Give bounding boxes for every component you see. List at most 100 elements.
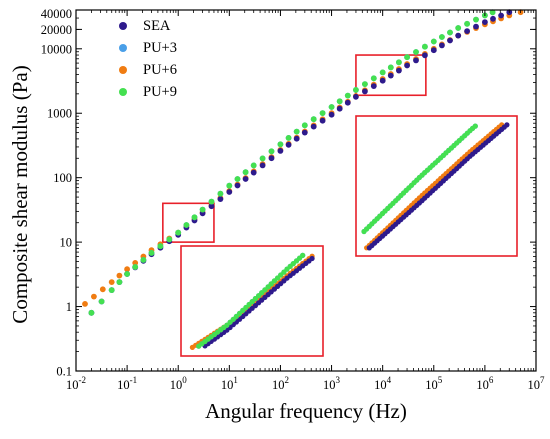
- inset-data-point: [300, 252, 306, 258]
- data-point: [464, 20, 470, 27]
- data-point: [98, 298, 105, 305]
- x-tick-base: 10: [117, 378, 130, 392]
- data-point: [353, 87, 359, 93]
- zoom-insets: [180, 115, 518, 357]
- data-point: [430, 47, 437, 54]
- x-tick-exponent: 0: [182, 375, 187, 385]
- data-point: [301, 122, 308, 129]
- x-tick-base: 10: [528, 378, 541, 392]
- zoom-region-markers: [162, 54, 427, 243]
- data-point: [319, 110, 326, 116]
- axes: 10-2 10-1 100 101 102 103 104 105 106 1070.111010…: [41, 7, 545, 392]
- zoom-inset-2: [355, 115, 518, 257]
- x-tick-base: 10: [170, 378, 183, 392]
- data-point: [208, 203, 215, 210]
- x-tick-label: 103: [323, 375, 341, 392]
- x-tick-exponent: 7: [540, 375, 545, 385]
- data-point: [259, 162, 266, 169]
- x-tick-base: 10: [374, 378, 387, 392]
- data-point: [285, 135, 292, 141]
- x-tick-exponent: 3: [336, 375, 341, 385]
- data-point: [439, 42, 445, 49]
- x-tick-exponent: -2: [79, 375, 87, 385]
- data-point: [482, 19, 488, 25]
- data-point: [310, 123, 317, 130]
- data-point: [404, 62, 410, 69]
- x-tick-exponent: 1: [233, 375, 238, 385]
- data-point: [362, 88, 368, 95]
- inset-data-point: [504, 122, 510, 128]
- data-point: [124, 271, 130, 277]
- data-point: [455, 32, 462, 39]
- data-point: [166, 236, 173, 243]
- legend-marker: [119, 88, 127, 96]
- data-point: [379, 69, 386, 76]
- data-point: [226, 182, 233, 189]
- data-point: [217, 196, 224, 203]
- data-point: [277, 141, 284, 148]
- data-point: [99, 286, 106, 293]
- data-point: [490, 15, 496, 22]
- data-point: [234, 182, 241, 189]
- data-point: [489, 9, 496, 16]
- x-tick-label: 100: [170, 375, 188, 392]
- data-point: [132, 264, 139, 270]
- data-point: [344, 92, 351, 99]
- y-tick-label: 100: [53, 171, 72, 185]
- data-point: [301, 129, 308, 136]
- data-point: [498, 12, 504, 19]
- data-point: [473, 16, 479, 23]
- x-axis-title: Angular frequency (Hz): [205, 399, 407, 423]
- data-point: [328, 104, 335, 110]
- data-point: [319, 117, 326, 124]
- data-point: [413, 57, 419, 64]
- data-point: [268, 148, 275, 155]
- data-point: [447, 37, 453, 44]
- x-tick-exponent: 5: [438, 375, 443, 385]
- data-point: [387, 72, 394, 79]
- data-point: [336, 105, 343, 112]
- x-tick-exponent: 6: [489, 375, 494, 385]
- data-point: [148, 250, 155, 256]
- data-point: [140, 257, 147, 263]
- data-point: [116, 279, 123, 285]
- data-point: [226, 189, 233, 195]
- data-point: [455, 25, 462, 31]
- data-point: [234, 176, 241, 182]
- data-point: [277, 148, 284, 154]
- data-point: [217, 190, 224, 197]
- data-point: [175, 229, 182, 236]
- data-point: [293, 128, 300, 135]
- data-point: [370, 75, 377, 82]
- y-axis-title: Composite shear modulus (Pa): [8, 65, 32, 323]
- plot-frame: [75, 9, 537, 372]
- x-tick-label: 104: [374, 375, 392, 392]
- legend-item: PU+9: [119, 84, 177, 100]
- legend-label: PU+3: [143, 40, 177, 56]
- y-tick-label: 20000: [41, 23, 72, 37]
- data-point: [91, 293, 97, 300]
- data-point: [242, 169, 249, 176]
- legend-label: PU+6: [143, 62, 177, 78]
- data-point: [183, 222, 190, 228]
- zoom-inset-1: [180, 245, 324, 357]
- data-point: [422, 52, 428, 59]
- data-point: [191, 214, 198, 221]
- x-tick-exponent: -1: [130, 375, 138, 385]
- legend-item: PU+6: [119, 62, 177, 78]
- y-tick-label: 40000: [41, 7, 72, 21]
- y-tick-label: 0.1: [56, 365, 72, 379]
- legend-label: SEA: [143, 18, 171, 34]
- legend-marker: [119, 66, 127, 74]
- data-point: [379, 77, 386, 84]
- data-point: [430, 38, 437, 45]
- data-point: [124, 266, 130, 273]
- x-tick-exponent: 2: [284, 375, 289, 385]
- data-point: [387, 64, 394, 71]
- legend-marker: [119, 22, 127, 30]
- data-point: [285, 141, 292, 148]
- data-point: [328, 111, 335, 118]
- x-tick-label: 10-1: [117, 375, 137, 392]
